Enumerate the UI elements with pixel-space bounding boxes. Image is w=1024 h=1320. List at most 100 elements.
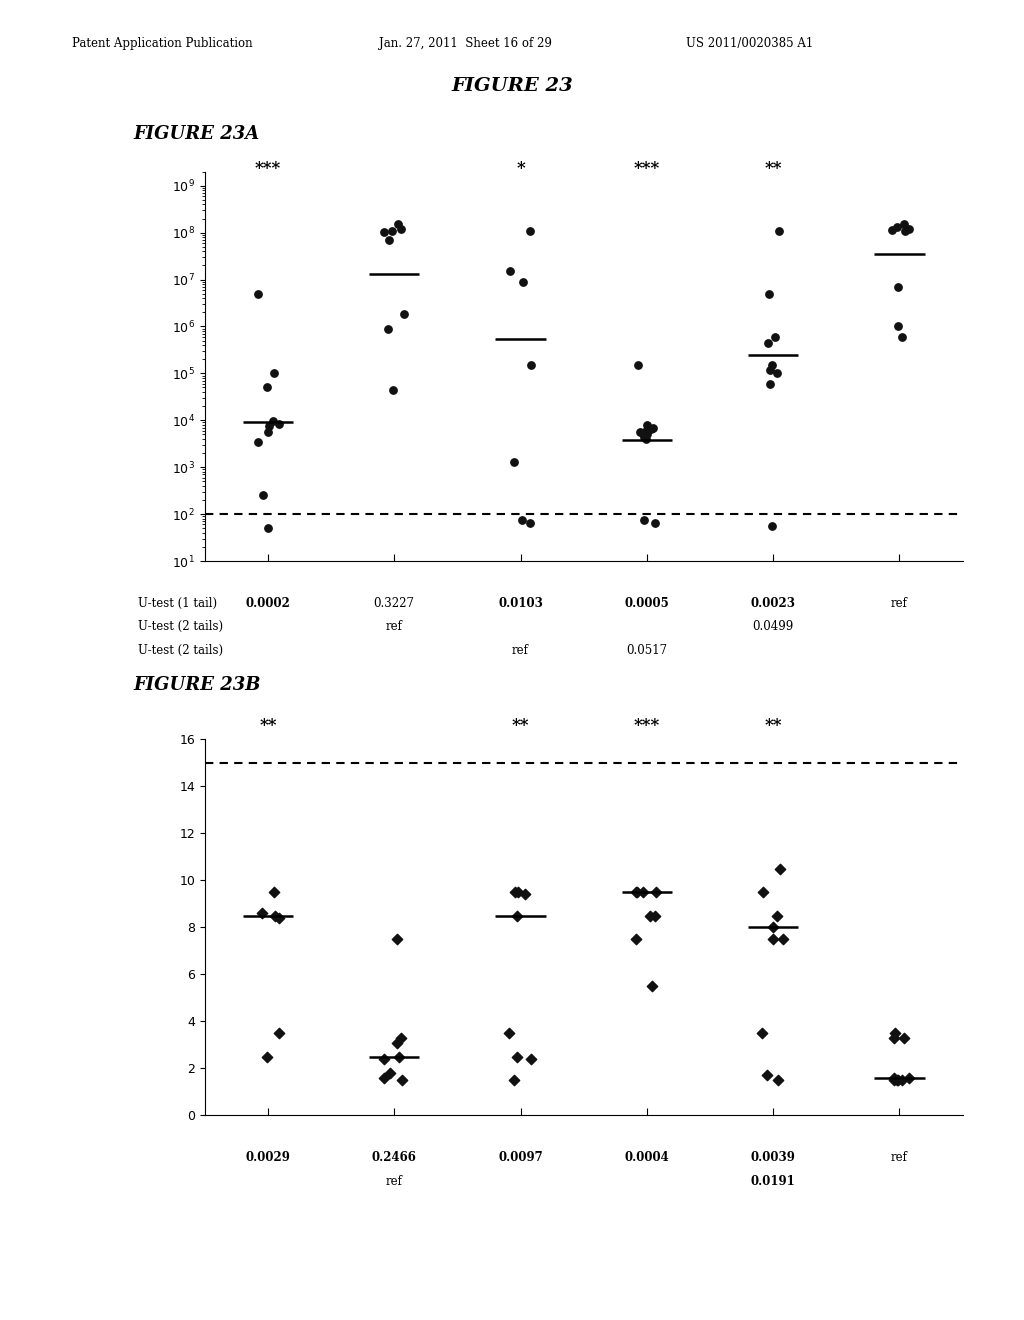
Text: ref: ref bbox=[891, 1151, 908, 1164]
Point bbox=[522, 1048, 539, 1069]
Text: Jan. 27, 2011  Sheet 16 of 29: Jan. 27, 2011 Sheet 16 of 29 bbox=[379, 37, 552, 50]
Point bbox=[636, 426, 652, 447]
Text: 0.2466: 0.2466 bbox=[372, 1151, 417, 1164]
Point bbox=[639, 414, 655, 436]
Text: ref: ref bbox=[386, 620, 402, 634]
Point bbox=[894, 326, 910, 347]
Point bbox=[391, 1045, 408, 1067]
Point bbox=[390, 214, 407, 235]
Point bbox=[385, 379, 401, 400]
Text: FIGURE 23: FIGURE 23 bbox=[452, 77, 572, 95]
Point bbox=[383, 220, 399, 242]
Text: ref: ref bbox=[512, 644, 529, 657]
Point bbox=[897, 220, 913, 242]
Point bbox=[889, 1069, 905, 1090]
Point bbox=[513, 510, 529, 531]
Point bbox=[760, 333, 776, 354]
Point bbox=[628, 882, 644, 903]
Point bbox=[255, 484, 271, 506]
Text: ***: *** bbox=[634, 718, 659, 734]
Text: *: * bbox=[516, 161, 525, 177]
Point bbox=[768, 363, 784, 384]
Text: **: ** bbox=[512, 718, 529, 734]
Point bbox=[258, 378, 274, 399]
Text: Patent Application Publication: Patent Application Publication bbox=[72, 37, 252, 50]
Point bbox=[896, 213, 912, 234]
Point bbox=[270, 1023, 287, 1044]
Text: U-test (2 tails): U-test (2 tails) bbox=[138, 620, 223, 634]
Text: 0.0103: 0.0103 bbox=[498, 597, 543, 610]
Point bbox=[522, 220, 539, 242]
Point bbox=[381, 230, 397, 251]
Point bbox=[629, 882, 645, 903]
Text: FIGURE 23A: FIGURE 23A bbox=[133, 125, 259, 144]
Text: **: ** bbox=[764, 718, 782, 734]
Point bbox=[266, 882, 283, 903]
Text: FIGURE 23B: FIGURE 23B bbox=[133, 676, 261, 694]
Point bbox=[267, 906, 284, 927]
Point bbox=[521, 512, 538, 533]
Point bbox=[259, 1045, 275, 1067]
Point bbox=[754, 1023, 770, 1044]
Point bbox=[775, 928, 792, 949]
Point bbox=[393, 218, 410, 239]
Point bbox=[502, 261, 518, 282]
Point bbox=[376, 1048, 392, 1069]
Point bbox=[644, 417, 660, 438]
Point bbox=[631, 355, 647, 376]
Point bbox=[394, 1069, 411, 1090]
Point bbox=[894, 1069, 910, 1090]
Point bbox=[507, 882, 523, 903]
Point bbox=[765, 917, 781, 939]
Point bbox=[768, 906, 784, 927]
Point bbox=[392, 1027, 409, 1048]
Point bbox=[261, 416, 278, 437]
Point bbox=[644, 975, 660, 997]
Text: 0.0039: 0.0039 bbox=[751, 1151, 796, 1164]
Point bbox=[254, 903, 270, 924]
Point bbox=[515, 271, 531, 292]
Point bbox=[896, 1027, 912, 1048]
Point bbox=[516, 884, 532, 906]
Point bbox=[638, 424, 654, 445]
Point bbox=[772, 858, 788, 879]
Point bbox=[510, 882, 526, 903]
Point bbox=[382, 1063, 398, 1084]
Point bbox=[270, 413, 287, 434]
Text: 0.0005: 0.0005 bbox=[625, 597, 670, 610]
Point bbox=[900, 218, 916, 239]
Text: US 2011/0020385 A1: US 2011/0020385 A1 bbox=[686, 37, 813, 50]
Point bbox=[647, 906, 664, 927]
Text: 0.0023: 0.0023 bbox=[751, 597, 796, 610]
Point bbox=[638, 420, 654, 441]
Point bbox=[509, 1045, 525, 1067]
Point bbox=[506, 451, 522, 473]
Point bbox=[260, 422, 276, 444]
Point bbox=[638, 429, 654, 450]
Text: U-test (1 tail): U-test (1 tail) bbox=[138, 597, 217, 610]
Point bbox=[771, 220, 787, 242]
Point bbox=[636, 510, 652, 531]
Point bbox=[884, 219, 900, 240]
Text: ***: *** bbox=[255, 161, 281, 177]
Point bbox=[890, 1069, 906, 1090]
Point bbox=[770, 1069, 786, 1090]
Point bbox=[509, 906, 525, 927]
Point bbox=[762, 374, 778, 395]
Point bbox=[887, 1023, 903, 1044]
Point bbox=[886, 1027, 902, 1048]
Point bbox=[761, 282, 777, 304]
Text: 0.0029: 0.0029 bbox=[246, 1151, 291, 1164]
Point bbox=[265, 411, 282, 432]
Text: 0.0002: 0.0002 bbox=[246, 597, 291, 610]
Point bbox=[890, 315, 906, 337]
Text: **: ** bbox=[259, 718, 276, 734]
Text: ***: *** bbox=[634, 161, 659, 177]
Point bbox=[250, 432, 266, 453]
Point bbox=[901, 1067, 918, 1088]
Text: 0.3227: 0.3227 bbox=[374, 597, 415, 610]
Text: 0.0191: 0.0191 bbox=[751, 1175, 796, 1188]
Point bbox=[376, 220, 392, 242]
Point bbox=[395, 304, 412, 325]
Point bbox=[886, 1069, 902, 1090]
